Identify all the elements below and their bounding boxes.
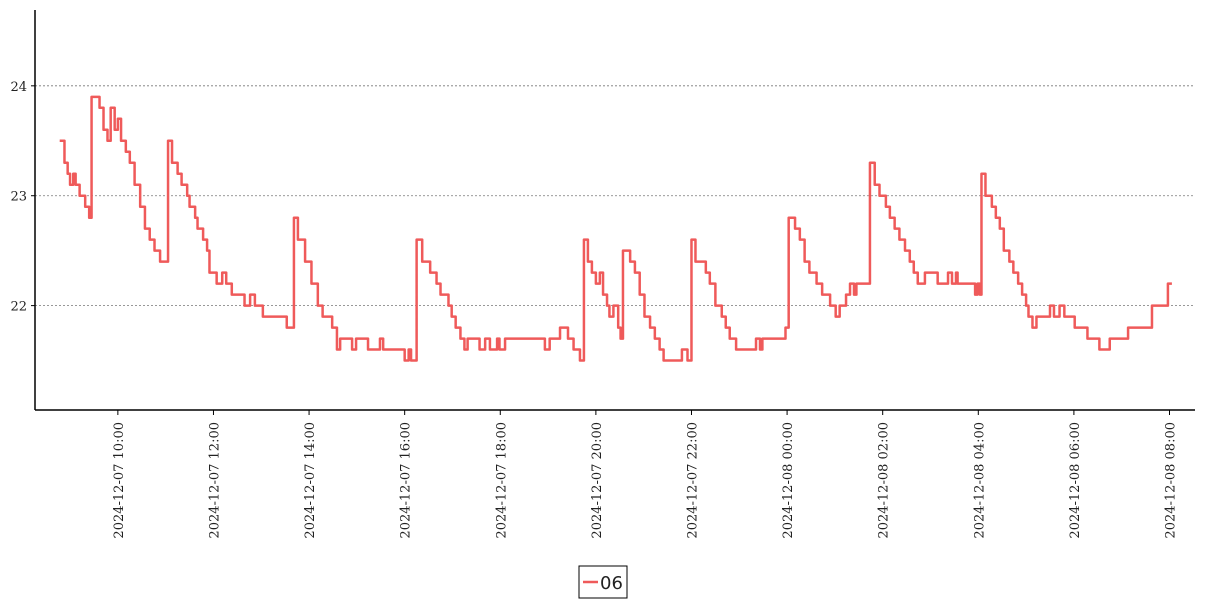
x-tick-label: 2024-12-07 18:00 [494,422,509,539]
x-tick-label: 2024-12-07 20:00 [590,422,605,539]
x-tick-label: 2024-12-07 12:00 [207,422,222,539]
x-tick-label: 2024-12-08 08:00 [1164,422,1179,539]
legend: 06 [578,565,628,599]
y-tick-label: 22 [10,300,27,315]
x-tick-label: 2024-12-07 10:00 [112,422,127,539]
data-line [59,95,1172,362]
legend-label: 06 [600,573,623,594]
x-tick-label: 2024-12-08 06:00 [1068,422,1083,539]
x-tick-label: 2024-12-07 16:00 [399,422,414,539]
y-tick-label: 23 [10,190,27,205]
x-tick-label: 2024-12-07 22:00 [685,422,700,539]
x-tick-label: 2024-12-08 00:00 [781,422,796,539]
x-tick-label: 2024-12-08 04:00 [972,422,987,539]
x-tick-label: 2024-12-07 14:00 [303,422,318,539]
y-tick-label: 24 [10,80,27,95]
x-tick-label: 2024-12-08 02:00 [877,422,892,539]
